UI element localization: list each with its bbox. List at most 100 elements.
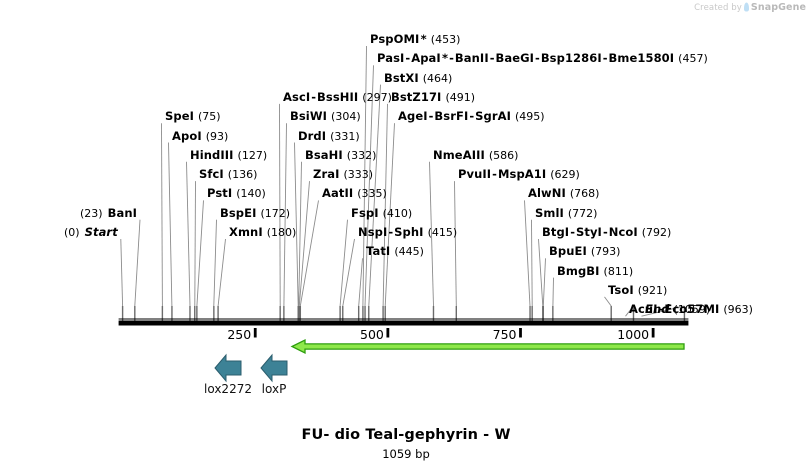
enzyme-site-label-fspi[interactable]: FspI (410): [351, 206, 413, 220]
enzyme-site-label-zrai[interactable]: ZraI (333): [313, 168, 374, 182]
site-position: (331): [330, 129, 360, 143]
site-tick: [382, 306, 384, 321]
site-position: (921): [637, 283, 668, 297]
enzyme-site-label-alwni[interactable]: AlwNI (768): [528, 187, 599, 201]
enzyme-site-label-bpuei[interactable]: BpuEI (793): [549, 245, 620, 259]
ruler-tick: [519, 328, 522, 338]
site-position: (297): [362, 90, 392, 104]
site-position: (415): [427, 226, 458, 239]
enzyme-site-label-tati[interactable]: TatI (445): [366, 245, 424, 259]
enzyme-site-label-bsahi[interactable]: BsaHI (332): [305, 148, 376, 162]
enzyme-separator: -: [570, 225, 575, 239]
enzyme-site-label-btgi[interactable]: BtgI-StyI-NcoI (792): [542, 225, 671, 240]
site-position: (136): [227, 168, 258, 182]
enzyme-site-label-pasi[interactable]: PasI-ApaI *-BanII-BaeGI-Bsp1286I-Bme1580…: [377, 51, 708, 66]
site-position: (453): [430, 33, 461, 46]
enzyme-separator: -: [602, 51, 608, 66]
leader-line: [625, 305, 634, 317]
enzyme-site-label-drdi[interactable]: DrdI (331): [298, 129, 360, 143]
terminus-label-start[interactable]: (0) Start: [64, 225, 118, 240]
leader-line: [604, 296, 612, 307]
features-group: [214, 338, 685, 383]
enzyme-name: AgeI: [398, 109, 428, 124]
feature-caption-loxP: loxP: [261, 382, 287, 396]
leader-line: [283, 123, 287, 307]
enzyme-name: AscI: [283, 89, 311, 104]
site-tick: [217, 306, 219, 321]
snapgene-watermark: Created by SnapGene: [694, 1, 806, 13]
leader-line: [298, 161, 302, 307]
leader-lines-group: [120, 45, 685, 317]
site-tick: [632, 306, 635, 321]
enzyme-site-label-pspomi[interactable]: PspOMI * (453): [370, 32, 461, 47]
enzyme-site-label-tsoi[interactable]: TsoI (921): [608, 283, 668, 297]
backbone-group: [118, 318, 689, 326]
site-tick: [357, 306, 360, 321]
site-tick: [283, 306, 285, 321]
leader-line: [120, 238, 124, 307]
enzyme-name: BsrFI: [434, 109, 469, 124]
enzyme-name: SmlI: [535, 205, 564, 220]
enzyme-site-label-smli[interactable]: SmlI (772): [535, 205, 597, 220]
enzyme-name: Bsp1286I: [540, 51, 602, 66]
enzyme-site-label-apoi[interactable]: ApoI (93): [172, 128, 228, 143]
enzyme-name: PasI: [377, 51, 405, 66]
enzyme-separator: -: [492, 167, 497, 182]
enzyme-name: Eco57MI: [664, 302, 720, 317]
enzyme-site-label-nspi[interactable]: NspI-SphI (415): [358, 226, 458, 240]
leader-line: [358, 258, 363, 307]
site-tick: [213, 306, 215, 321]
site-position: (333): [343, 168, 374, 182]
enzyme-site-label-xmni[interactable]: XmnI (180): [229, 225, 296, 240]
site-position: (410): [382, 206, 413, 220]
site-tick: [342, 306, 344, 321]
enzyme-name: SpeI: [165, 109, 194, 124]
enzyme-name: AcuI: [629, 302, 658, 317]
site-position: (335): [357, 187, 387, 201]
leader-line: [194, 181, 196, 307]
enzyme-name: PspOMI *: [370, 32, 427, 46]
enzyme-name: BstXI: [384, 70, 419, 85]
enzyme-name: BstZ17I: [391, 89, 442, 104]
enzyme-site-label-nmeaiii[interactable]: NmeAIII (586): [433, 147, 518, 162]
enzyme-site-label-sfci[interactable]: SfcI (136): [199, 168, 258, 182]
enzyme-site-label-bspei[interactable]: BspEI (172): [220, 205, 290, 220]
construct-length: 1059 bp: [382, 447, 430, 461]
enzyme-site-label-agei[interactable]: AgeI-BsrFI-SgrAI (495): [398, 109, 545, 124]
enzyme-name: XmnI: [229, 225, 263, 239]
site-tick: [529, 306, 531, 321]
enzyme-name: StyI: [575, 225, 602, 239]
enzyme-site-label-bstz17i[interactable]: BstZ17I (491): [391, 89, 475, 104]
enzyme-name: SgrAI: [475, 109, 511, 124]
enzyme-site-label-bsiwi[interactable]: BsiWI (304): [290, 110, 361, 124]
enzyme-name: Start: [84, 225, 118, 239]
site-tick: [542, 306, 545, 321]
leader-line: [161, 123, 163, 307]
leader-line: [524, 200, 531, 307]
enzyme-site-label-asci[interactable]: AscI-BssHII (297): [283, 89, 392, 104]
enzyme-name: ApoI: [172, 128, 202, 143]
site-position: (445): [394, 245, 424, 259]
enzyme-separator: -: [602, 225, 608, 239]
enzyme-site-label-bmgbi[interactable]: BmgBI (811): [557, 264, 633, 278]
site-tick: [364, 306, 366, 321]
enzyme-name: BtgI: [542, 225, 570, 239]
site-tick: [384, 306, 386, 321]
enzyme-site-label-acui[interactable]: AcuI-Eco57MI (963): [629, 302, 753, 317]
leader-line: [454, 181, 457, 307]
site-position: (140): [236, 187, 266, 201]
site-tick: [362, 306, 364, 321]
terminus-label-end[interactable]: End (1059): [645, 303, 710, 317]
enzyme-site-label-psti[interactable]: PstI (140): [207, 187, 266, 201]
enzyme-site-label-spei[interactable]: SpeI (75): [165, 109, 221, 124]
enzyme-site-label-bani[interactable]: (23) BanI: [80, 206, 137, 220]
enzyme-site-label-bstxi[interactable]: BstXI (464): [384, 70, 452, 85]
enzyme-separator: -: [469, 109, 475, 124]
enzyme-site-label-hindiii[interactable]: HindIII (127): [190, 148, 267, 162]
enzyme-site-label-aatii[interactable]: AatII (335): [322, 187, 387, 201]
leader-line: [382, 103, 388, 307]
enzyme-name: NmeAIII: [433, 147, 485, 162]
enzyme-name: BspEI: [220, 205, 257, 220]
enzyme-site-label-pvuii[interactable]: PvuII-MspA1I (629): [458, 167, 580, 182]
